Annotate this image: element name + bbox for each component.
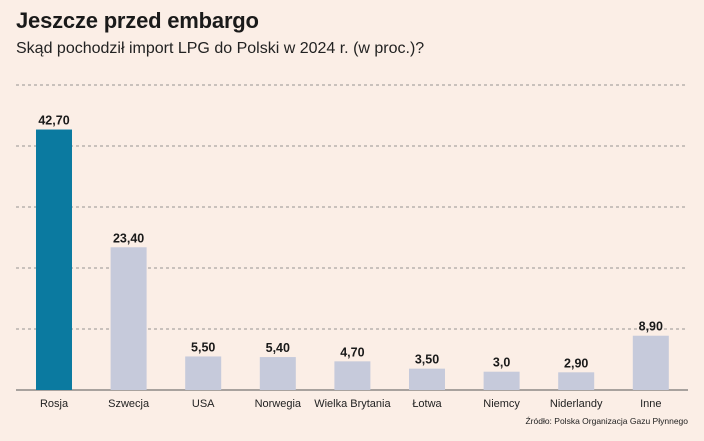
bar: [334, 361, 371, 390]
category-label: Wielka Brytania: [314, 398, 391, 410]
bar: [185, 356, 222, 390]
bar: [409, 368, 445, 390]
data-label: 5,50: [191, 340, 215, 354]
data-label: 2,90: [564, 356, 588, 370]
bar: [632, 335, 669, 390]
category-label: Inne: [640, 398, 661, 410]
bar: [259, 357, 296, 390]
bar: [36, 129, 72, 390]
chart-subtitle: Skąd pochodził import LPG do Polski w 20…: [16, 40, 425, 57]
data-label: 4,70: [340, 345, 364, 359]
category-label: USA: [192, 398, 215, 410]
category-label: Norwegia: [255, 398, 302, 410]
category-label: Łotwa: [412, 398, 442, 410]
chart-title: Jeszcze przed embargo: [16, 8, 259, 33]
category-label: Szwecja: [108, 398, 150, 410]
source-note: Źródło: Polska Organizacja Gazu Płynnego: [525, 416, 688, 426]
bar: [483, 371, 520, 390]
category-label: Rosja: [40, 398, 69, 410]
category-label: Niemcy: [483, 398, 520, 410]
data-label: 3,50: [415, 353, 439, 367]
data-label: 42,70: [38, 114, 69, 128]
data-label: 23,40: [113, 231, 144, 245]
data-label: 3,0: [493, 356, 510, 370]
bar: [110, 247, 147, 390]
category-label: Niderlandy: [550, 398, 603, 410]
data-label: 8,90: [639, 320, 663, 334]
data-label: 5,40: [266, 341, 290, 355]
bar: [558, 372, 595, 390]
